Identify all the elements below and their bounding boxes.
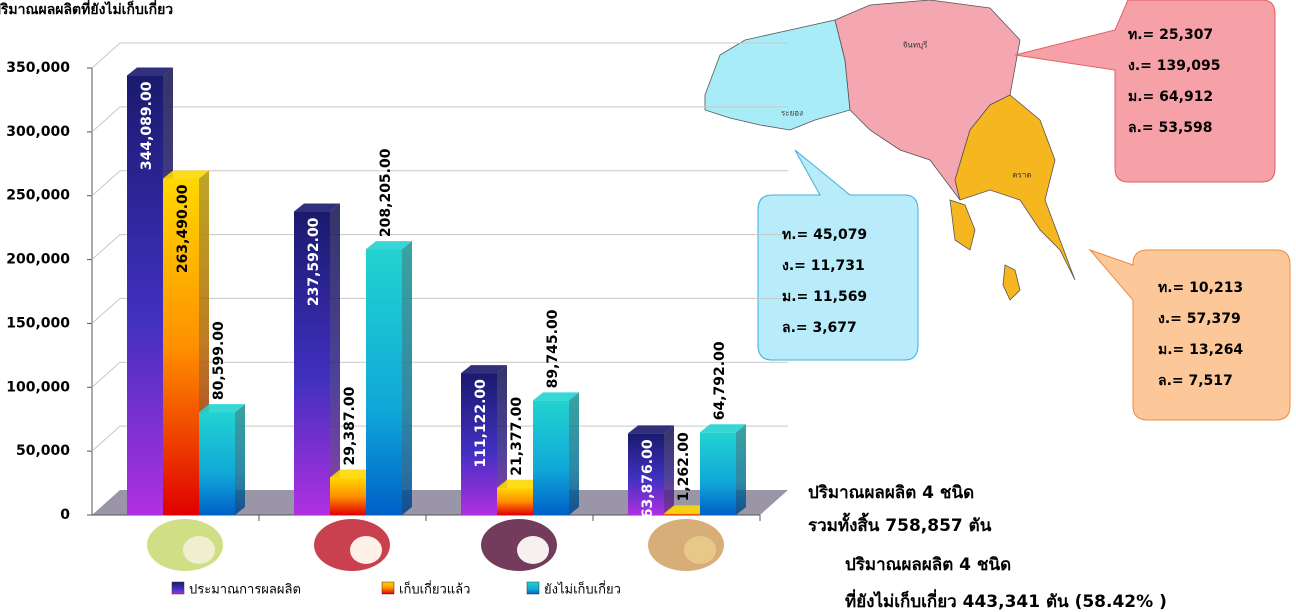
bar [700, 432, 736, 515]
value-label: 344,089.00 [139, 81, 155, 170]
callout-text: ง.= 11,731 [782, 258, 865, 274]
map-region [950, 200, 975, 250]
bar-side [569, 392, 579, 515]
legend-label: ยังไม่เก็บเกี่ยว [544, 580, 621, 598]
y-tick-label: 150,000 [6, 315, 70, 331]
map-label: จันทบุรี [903, 41, 929, 50]
y-tick-label: 350,000 [6, 60, 70, 76]
bar [497, 488, 533, 515]
callout-text: ง.= 139,095 [1128, 58, 1221, 74]
y-tick-label: 50,000 [16, 443, 70, 459]
callout-text: ท.= 45,079 [782, 227, 867, 243]
legend-label: ประมาณการผลผลิต [189, 583, 301, 598]
map-label: ระยอง [781, 109, 803, 118]
value-label: 1,262.00 [676, 432, 692, 501]
callout-text: ง.= 57,379 [1158, 311, 1241, 327]
y-tick-label: 250,000 [6, 188, 70, 204]
bar [366, 249, 402, 515]
summary-text: ปริมาณผลผลิต 4 ชนิด [808, 483, 974, 503]
y-tick-label: 0 [60, 507, 70, 523]
bar-side [235, 404, 245, 515]
value-label: 64,792.00 [712, 341, 728, 420]
legend-swatch [527, 582, 539, 594]
summary-text: รวมทั้งสิ้น 758,857 ตัน [808, 512, 992, 536]
callout-text: ล.= 7,517 [1158, 373, 1233, 389]
chart-title: ปริมาณผลผลิตที่ยังไม่เก็บเกี่ยว [0, 0, 173, 18]
bar [330, 477, 366, 515]
value-label: 63,876.00 [640, 439, 656, 518]
value-label: 21,377.00 [509, 397, 525, 476]
value-label: 263,490.00 [175, 184, 191, 273]
bar-side [330, 204, 340, 515]
map-region [1003, 265, 1020, 300]
grid-line [92, 43, 788, 68]
bar [664, 513, 700, 515]
grid-line [92, 107, 788, 132]
bar-side [664, 425, 674, 515]
summary-text: ปริมาณผลผลิต 4 ชนิด [845, 555, 1011, 575]
legend-label: เก็บเกี่ยวแล้ว [399, 580, 470, 598]
value-label: 111,122.00 [473, 379, 489, 468]
value-label: 80,599.00 [211, 321, 227, 400]
y-tick-label: 100,000 [6, 379, 70, 395]
category-image [183, 536, 215, 564]
legend-swatch [382, 582, 394, 594]
callout-box [1090, 250, 1290, 420]
callout-text: ท.= 10,213 [1158, 280, 1243, 296]
value-label: 208,205.00 [378, 148, 394, 237]
value-label: 29,387.00 [342, 386, 358, 465]
y-tick-label: 200,000 [6, 252, 70, 268]
bar [533, 400, 569, 515]
callout-text: ท.= 25,307 [1128, 27, 1213, 43]
callout-text: ม.= 64,912 [1128, 89, 1213, 105]
value-label: 237,592.00 [306, 217, 322, 306]
callout-text: ล.= 3,677 [782, 320, 857, 336]
y-tick-label: 300,000 [6, 124, 70, 140]
bar-side [402, 241, 412, 515]
category-image [350, 536, 382, 564]
callout-text: ม.= 13,264 [1158, 342, 1243, 358]
category-image [517, 536, 549, 564]
map-region [705, 20, 850, 130]
callout-text: ม.= 11,569 [782, 289, 867, 305]
summary-text: ที่ยังไม่เก็บเกี่ยว 443,341 ตัน (58.42% … [845, 589, 1167, 612]
map-label: ตราด [1012, 171, 1031, 180]
bar-side [736, 424, 746, 515]
bar [199, 412, 235, 515]
value-label: 89,745.00 [545, 309, 561, 388]
chart: ปริมาณผลผลิตที่ยังไม่เก็บเกี่ยว 0 50,000 1… [0, 0, 1296, 612]
legend-swatch [172, 582, 184, 594]
category-image [684, 536, 716, 564]
callout-text: ล.= 53,598 [1128, 120, 1213, 136]
